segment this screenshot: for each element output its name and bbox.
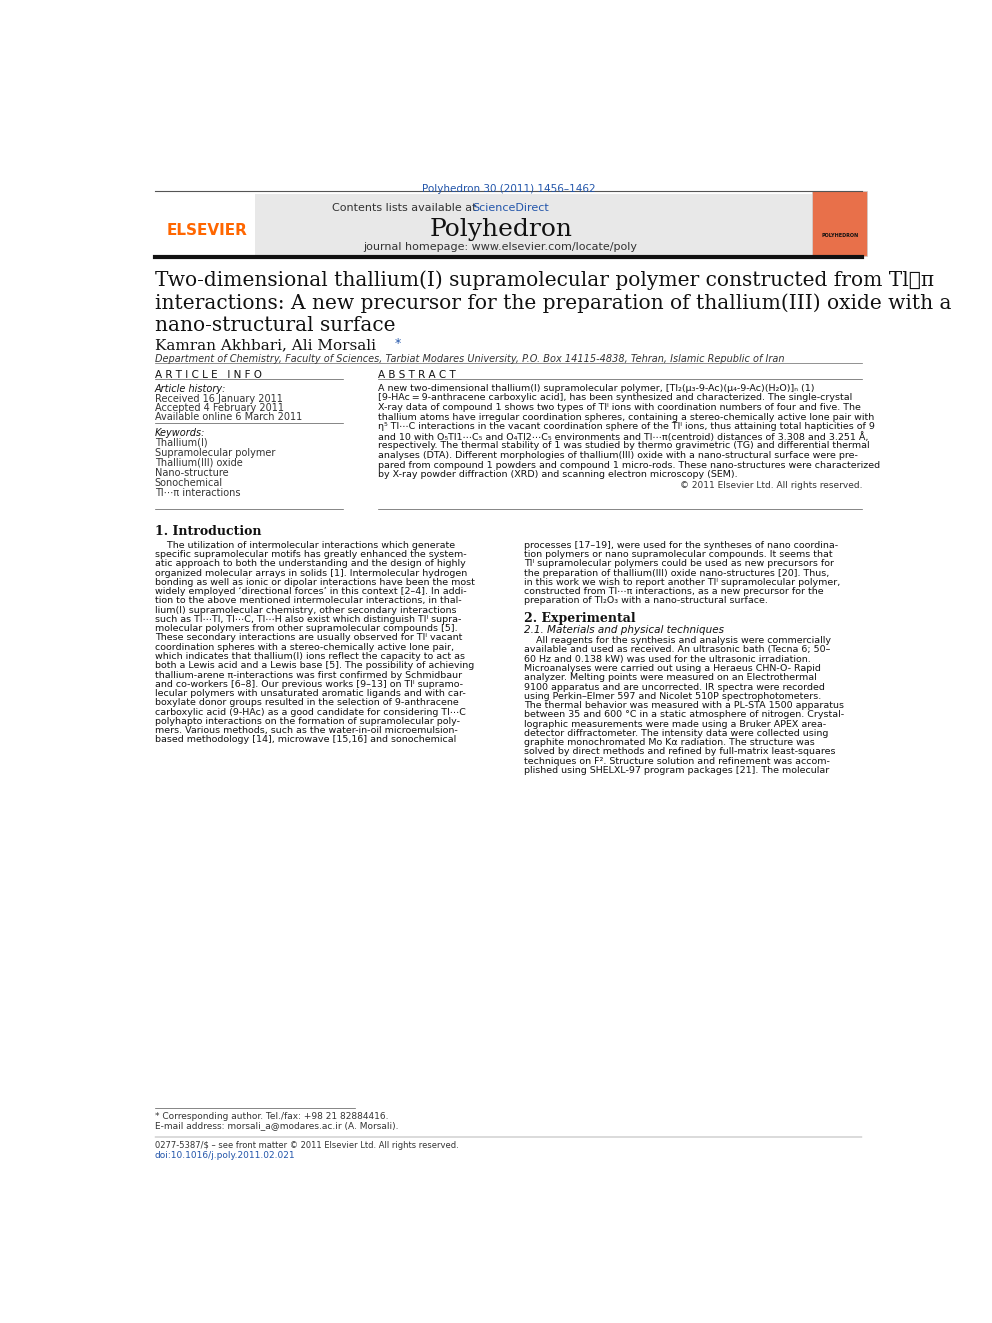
- Text: pared from compound 1 powders and compound 1 micro-rods. These nano-structures w: pared from compound 1 powders and compou…: [378, 460, 880, 470]
- Text: Accepted 4 February 2011: Accepted 4 February 2011: [155, 404, 284, 413]
- Text: thallium-arene π-interactions was first confirmed by Schmidbaur: thallium-arene π-interactions was first …: [155, 671, 462, 680]
- Text: both a Lewis acid and a Lewis base [5]. The possibility of achieving: both a Lewis acid and a Lewis base [5]. …: [155, 662, 474, 671]
- Text: Polyhedron 30 (2011) 1456–1462: Polyhedron 30 (2011) 1456–1462: [422, 184, 595, 194]
- Text: which indicates that thallium(I) ions reflect the capacity to act as: which indicates that thallium(I) ions re…: [155, 652, 464, 662]
- Text: 9100 apparatus and are uncorrected. IR spectra were recorded: 9100 apparatus and are uncorrected. IR s…: [524, 683, 824, 692]
- Text: atic approach to both the understanding and the design of highly: atic approach to both the understanding …: [155, 560, 465, 569]
- Text: η⁵ Tl⋯C interactions in the vacant coordination sphere of the Tlᴵ ions, thus att: η⁵ Tl⋯C interactions in the vacant coord…: [378, 422, 875, 431]
- Text: thallium atoms have irregular coordination spheres, containing a stereo-chemical: thallium atoms have irregular coordinati…: [378, 413, 874, 422]
- Text: polyhapto interactions on the formation of supramolecular poly-: polyhapto interactions on the formation …: [155, 717, 459, 726]
- Text: nano-structural surface: nano-structural surface: [155, 316, 395, 335]
- Text: using Perkin–Elmer 597 and Nicolet 510P spectrophotometers.: using Perkin–Elmer 597 and Nicolet 510P …: [524, 692, 821, 701]
- Text: based methodology [14], microwave [15,16] and sonochemical: based methodology [14], microwave [15,16…: [155, 736, 456, 745]
- Text: Tlᴵ supramolecular polymers could be used as new precursors for: Tlᴵ supramolecular polymers could be use…: [524, 560, 833, 569]
- Text: tion to the above mentioned intermolecular interactions, in thal-: tion to the above mentioned intermolecul…: [155, 597, 461, 606]
- Text: by X-ray powder diffraction (XRD) and scanning electron microscopy (SEM).: by X-ray powder diffraction (XRD) and sc…: [378, 470, 737, 479]
- Text: constructed from Tl⋯π interactions, as a new precursor for the: constructed from Tl⋯π interactions, as a…: [524, 587, 823, 597]
- Text: tion polymers or nano supramolecular compounds. It seems that: tion polymers or nano supramolecular com…: [524, 550, 832, 560]
- Text: processes [17–19], were used for the syntheses of nano coordina-: processes [17–19], were used for the syn…: [524, 541, 838, 550]
- Text: widely employed ‘directional forces’ in this context [2–4]. In addi-: widely employed ‘directional forces’ in …: [155, 587, 466, 597]
- Text: carboxylic acid (9-HAc) as a good candidate for considering Tl⋯C: carboxylic acid (9-HAc) as a good candid…: [155, 708, 465, 717]
- Text: the preparation of thallium(III) oxide nano-structures [20]. Thus,: the preparation of thallium(III) oxide n…: [524, 569, 829, 578]
- Text: respectively. The thermal stability of 1 was studied by thermo gravimetric (TG) : respectively. The thermal stability of 1…: [378, 442, 869, 450]
- Text: The utilization of intermolecular interactions which generate: The utilization of intermolecular intera…: [155, 541, 455, 550]
- Text: such as Tl⋯Tl, Tl⋯C, Tl⋯H also exist which distinguish Tlᴵ supra-: such as Tl⋯Tl, Tl⋯C, Tl⋯H also exist whi…: [155, 615, 461, 624]
- Text: between 35 and 600 °C in a static atmosphere of nitrogen. Crystal-: between 35 and 600 °C in a static atmosp…: [524, 710, 844, 720]
- Text: E-mail address: morsali_a@modares.ac.ir (A. Morsali).: E-mail address: morsali_a@modares.ac.ir …: [155, 1122, 398, 1130]
- Text: Department of Chemistry, Faculty of Sciences, Tarbiat Modares University, P.O. B: Department of Chemistry, Faculty of Scie…: [155, 355, 785, 364]
- Text: ELSEVIER: ELSEVIER: [167, 222, 247, 238]
- Bar: [155, 194, 812, 255]
- Text: lium(I) supramolecular chemistry, other secondary interactions: lium(I) supramolecular chemistry, other …: [155, 606, 456, 615]
- Text: All reagents for the synthesis and analysis were commercially: All reagents for the synthesis and analy…: [524, 636, 830, 646]
- Text: Microanalyses were carried out using a Heraeus CHN-O- Rapid: Microanalyses were carried out using a H…: [524, 664, 820, 673]
- Text: A B S T R A C T: A B S T R A C T: [378, 369, 455, 380]
- Text: graphite monochromated Mo Kα radiation. The structure was: graphite monochromated Mo Kα radiation. …: [524, 738, 814, 747]
- Bar: [155, 194, 255, 255]
- Text: lecular polymers with unsaturated aromatic ligands and with car-: lecular polymers with unsaturated aromat…: [155, 689, 465, 699]
- Text: Thallium(I): Thallium(I): [155, 438, 207, 448]
- Text: © 2011 Elsevier Ltd. All rights reserved.: © 2011 Elsevier Ltd. All rights reserved…: [680, 480, 862, 490]
- Bar: [812, 192, 867, 255]
- Text: Two-dimensional thallium(I) supramolecular polymer constructed from Tl⋯π: Two-dimensional thallium(I) supramolecul…: [155, 271, 933, 291]
- Text: 1. Introduction: 1. Introduction: [155, 525, 261, 538]
- Text: * Corresponding author. Tel./fax: +98 21 82884416.: * Corresponding author. Tel./fax: +98 21…: [155, 1113, 388, 1122]
- Text: in this work we wish to report another Tlᴵ supramolecular polymer,: in this work we wish to report another T…: [524, 578, 840, 587]
- Text: POLYHEDRON: POLYHEDRON: [821, 233, 858, 238]
- Text: A new two-dimensional thallium(I) supramolecular polymer, [Tl₂(μ₃-9-Ac)(μ₄-9-Ac): A new two-dimensional thallium(I) supram…: [378, 384, 814, 393]
- Text: Sonochemical: Sonochemical: [155, 478, 223, 488]
- Text: specific supramolecular motifs has greatly enhanced the system-: specific supramolecular motifs has great…: [155, 550, 466, 560]
- Text: analyses (DTA). Different morphologies of thallium(III) oxide with a nano-struct: analyses (DTA). Different morphologies o…: [378, 451, 857, 460]
- Text: doi:10.1016/j.poly.2011.02.021: doi:10.1016/j.poly.2011.02.021: [155, 1151, 296, 1160]
- Text: coordination spheres with a stereo-chemically active lone pair,: coordination spheres with a stereo-chemi…: [155, 643, 453, 652]
- Text: and co-workers [6–8]. Our previous works [9–13] on Tlᴵ supramo-: and co-workers [6–8]. Our previous works…: [155, 680, 462, 689]
- Text: detector diffractometer. The intensity data were collected using: detector diffractometer. The intensity d…: [524, 729, 828, 738]
- Text: techniques on F². Structure solution and refinement was accom-: techniques on F². Structure solution and…: [524, 757, 829, 766]
- Text: lographic measurements were made using a Bruker APEX area-: lographic measurements were made using a…: [524, 720, 826, 729]
- Text: The thermal behavior was measured with a PL-STA 1500 apparatus: The thermal behavior was measured with a…: [524, 701, 844, 710]
- Text: 0277-5387/$ – see front matter © 2011 Elsevier Ltd. All rights reserved.: 0277-5387/$ – see front matter © 2011 El…: [155, 1140, 458, 1150]
- Text: Keywords:: Keywords:: [155, 427, 205, 438]
- Text: analyzer. Melting points were measured on an Electrothermal: analyzer. Melting points were measured o…: [524, 673, 816, 683]
- Text: ScienceDirect: ScienceDirect: [472, 202, 549, 213]
- Text: 2. Experimental: 2. Experimental: [524, 611, 636, 624]
- Text: mers. Various methods, such as the water-in-oil microemulsion-: mers. Various methods, such as the water…: [155, 726, 457, 736]
- Text: A R T I C L E   I N F O: A R T I C L E I N F O: [155, 369, 262, 380]
- Text: organized molecular arrays in solids [1]. Intermolecular hydrogen: organized molecular arrays in solids [1]…: [155, 569, 467, 578]
- Text: These secondary interactions are usually observed for Tlᴵ vacant: These secondary interactions are usually…: [155, 634, 462, 643]
- Text: *: *: [395, 337, 401, 351]
- Text: and 10 with O₅Tl1⋯C₅ and O₄Tl2⋯C₅ environments and Tl⋯π(centroid) distances of 3: and 10 with O₅Tl1⋯C₅ and O₄Tl2⋯C₅ enviro…: [378, 431, 868, 442]
- Text: Polyhedron: Polyhedron: [430, 218, 572, 241]
- Text: Thallium(III) oxide: Thallium(III) oxide: [155, 458, 242, 468]
- Text: boxylate donor groups resulted in the selection of 9-anthracene: boxylate donor groups resulted in the se…: [155, 699, 458, 708]
- Text: 60 Hz and 0.138 kW) was used for the ultrasonic irradiation.: 60 Hz and 0.138 kW) was used for the ult…: [524, 655, 810, 664]
- Text: Supramolecular polymer: Supramolecular polymer: [155, 448, 275, 458]
- Text: Kamran Akhbari, Ali Morsali: Kamran Akhbari, Ali Morsali: [155, 339, 376, 352]
- Text: available and used as received. An ultrasonic bath (Tecna 6; 50–: available and used as received. An ultra…: [524, 646, 830, 655]
- Text: plished using SHELXL-97 program packages [21]. The molecular: plished using SHELXL-97 program packages…: [524, 766, 829, 775]
- Text: [9-HAc = 9-anthracene carboxylic acid], has been synthesized and characterized. : [9-HAc = 9-anthracene carboxylic acid], …: [378, 393, 852, 402]
- Text: Article history:: Article history:: [155, 384, 226, 394]
- Text: Nano-structure: Nano-structure: [155, 468, 228, 478]
- Text: Available online 6 March 2011: Available online 6 March 2011: [155, 413, 302, 422]
- Text: solved by direct methods and refined by full-matrix least-squares: solved by direct methods and refined by …: [524, 747, 835, 757]
- Text: X-ray data of compound 1 shows two types of Tlᴵ ions with coordination numbers o: X-ray data of compound 1 shows two types…: [378, 404, 861, 411]
- Text: Tl⋯π interactions: Tl⋯π interactions: [155, 488, 240, 497]
- Text: journal homepage: www.elsevier.com/locate/poly: journal homepage: www.elsevier.com/locat…: [364, 242, 638, 253]
- Text: 2.1. Materials and physical techniques: 2.1. Materials and physical techniques: [524, 624, 724, 635]
- Text: interactions: A new precursor for the preparation of thallium(III) oxide with a: interactions: A new precursor for the pr…: [155, 294, 951, 312]
- Text: bonding as well as ionic or dipolar interactions have been the most: bonding as well as ionic or dipolar inte…: [155, 578, 474, 587]
- Text: molecular polymers from other supramolecular compounds [5].: molecular polymers from other supramolec…: [155, 624, 457, 634]
- Text: Received 16 January 2011: Received 16 January 2011: [155, 394, 283, 404]
- Text: preparation of Tl₂O₃ with a nano-structural surface.: preparation of Tl₂O₃ with a nano-structu…: [524, 597, 768, 606]
- Text: Contents lists available at: Contents lists available at: [331, 202, 479, 213]
